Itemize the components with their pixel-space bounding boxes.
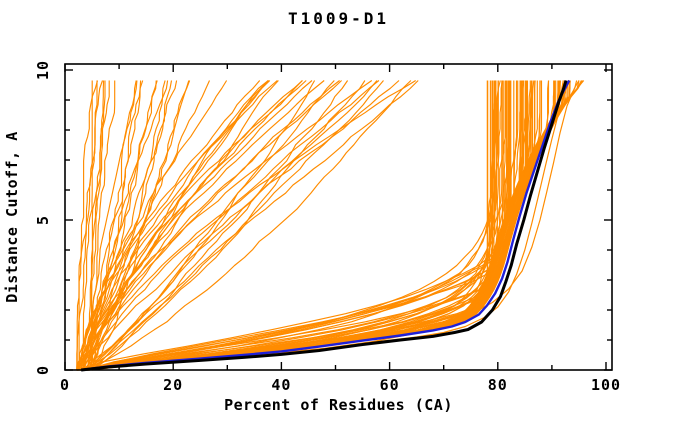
ensemble-curve: [83, 80, 412, 371]
ensemble-curve: [77, 80, 137, 371]
axis-text: T1009-D1 Percent of Residues (CA) Distance…: [3, 9, 621, 414]
ensemble-curve: [82, 80, 380, 371]
y-tick-label: 0: [34, 365, 52, 375]
ensemble-curve: [90, 80, 303, 371]
ensemble-curve: [83, 80, 503, 371]
plot-border: [64, 63, 613, 371]
ensemble-curve: [81, 80, 169, 371]
best-model-curve: [81, 80, 568, 372]
ensemble-curve: [91, 80, 349, 371]
x-axis-label: Percent of Residues (CA): [224, 396, 453, 414]
ensemble-curve: [77, 80, 93, 371]
x-tick-label: 0: [60, 376, 70, 394]
y-tick-label: 5: [34, 215, 52, 225]
ensemble-curve: [78, 80, 521, 371]
ensemble-curve: [88, 80, 335, 371]
ensemble-curve: [87, 80, 499, 371]
y-tick-label: 10: [34, 60, 52, 80]
ensemble-curve: [87, 80, 316, 371]
ensemble-curve: [82, 80, 307, 371]
ensemble-curve: [76, 80, 104, 370]
ensemble-curve: [76, 80, 497, 371]
model-curves: [81, 79, 580, 372]
ensemble-curve: [82, 80, 313, 371]
x-tick-label: 40: [271, 376, 291, 394]
ensemble-curve: [87, 80, 536, 371]
x-tick-label: 80: [488, 376, 508, 394]
ensemble-curve: [80, 80, 400, 371]
y-axis-label: Distance Cutoff, A: [3, 131, 21, 303]
ensemble-curve: [78, 80, 173, 371]
x-tick-label: 20: [163, 376, 183, 394]
x-tick-label: 60: [380, 376, 400, 394]
second-model-curve: [81, 79, 571, 372]
ensemble-curve: [77, 80, 496, 371]
ensemble-curve: [90, 80, 211, 371]
ensemble-curve: [86, 80, 116, 371]
ensemble-curve: [88, 80, 378, 371]
ensemble-curve: [76, 80, 373, 371]
axis-ticks: [64, 64, 612, 371]
ensemble-curve: [82, 80, 417, 371]
ensemble-curve: [77, 80, 144, 371]
ensemble-curve: [84, 80, 157, 370]
x-tick-label: 100: [591, 376, 621, 394]
chart-title: T1009-D1: [288, 9, 389, 28]
ensemble-curve: [79, 80, 493, 371]
ensemble-curves: [76, 80, 585, 371]
ensemble-curve: [90, 80, 270, 371]
ensemble-curve: [90, 80, 110, 371]
ensemble-curve: [87, 80, 342, 371]
ensemble-curve: [86, 80, 497, 371]
plot-box: [64, 63, 613, 371]
